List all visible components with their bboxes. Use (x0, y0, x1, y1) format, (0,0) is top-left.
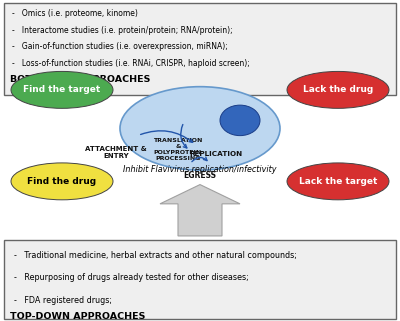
Ellipse shape (11, 72, 113, 108)
Text: Inhibit Flavivirus replication/infectivity: Inhibit Flavivirus replication/infectivi… (123, 165, 277, 174)
Ellipse shape (120, 87, 280, 170)
Polygon shape (160, 95, 240, 143)
Text: TOP-DOWN APPROACHES: TOP-DOWN APPROACHES (10, 312, 145, 321)
FancyBboxPatch shape (4, 3, 396, 95)
Text: Find the drug: Find the drug (28, 177, 96, 186)
FancyArrowPatch shape (141, 131, 193, 143)
Text: EGRESS: EGRESS (184, 171, 216, 180)
Text: -   Traditional medicine, herbal extracts and other natural compounds;: - Traditional medicine, herbal extracts … (14, 251, 297, 260)
Ellipse shape (11, 163, 113, 200)
Ellipse shape (287, 72, 389, 108)
Polygon shape (160, 185, 240, 236)
Text: -   Repurposing of drugs already tested for other diseases;: - Repurposing of drugs already tested fo… (14, 273, 249, 282)
Ellipse shape (220, 105, 260, 135)
Text: -   Omics (i.e. proteome, kinome): - Omics (i.e. proteome, kinome) (12, 9, 138, 18)
Text: Lack the drug: Lack the drug (303, 85, 373, 94)
Text: Lack the target: Lack the target (299, 177, 377, 186)
FancyArrowPatch shape (181, 125, 187, 148)
Text: -   Interactome studies (i.e. protein/protein; RNA/protein);: - Interactome studies (i.e. protein/prot… (12, 26, 233, 35)
Text: TRANSLATION
&
POLYPROTEIN
PROCESSING: TRANSLATION & POLYPROTEIN PROCESSING (153, 138, 203, 161)
Text: -   Gain-of-function studies (i.e. overexpression, miRNA);: - Gain-of-function studies (i.e. overexp… (12, 42, 228, 51)
Text: REPLICATION: REPLICATION (190, 151, 242, 157)
Text: BOTTOM-UP APPROACHES: BOTTOM-UP APPROACHES (10, 75, 150, 84)
FancyArrowPatch shape (192, 157, 207, 162)
Text: Find the target: Find the target (23, 85, 101, 94)
Text: ATTACHMENT &
ENTRY: ATTACHMENT & ENTRY (85, 146, 147, 159)
Text: -   Loss-of-function studies (i.e. RNAi, CRISPR, haploid screen);: - Loss-of-function studies (i.e. RNAi, C… (12, 59, 250, 68)
Text: -   FDA registered drugs;: - FDA registered drugs; (14, 296, 112, 305)
FancyBboxPatch shape (4, 240, 396, 319)
Ellipse shape (287, 163, 389, 200)
